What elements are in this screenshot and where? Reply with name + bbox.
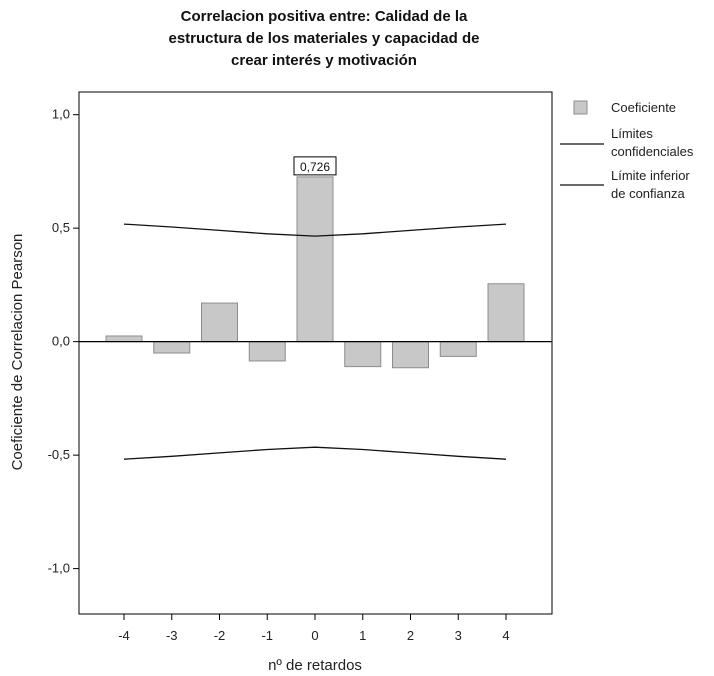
legend-label-limites-line-2: confidenciales	[611, 144, 694, 159]
x-tick-label: -3	[166, 628, 178, 643]
data-label: 0,726	[300, 160, 330, 174]
x-tick-label: 3	[455, 628, 462, 643]
x-tick-label: -1	[261, 628, 273, 643]
bar--3	[153, 341, 191, 354]
bar-2	[392, 341, 429, 369]
legend-label-limite-inferior-line-2: de confianza	[611, 186, 685, 201]
bar-1	[344, 341, 382, 368]
x-tick-label: 0	[311, 628, 318, 643]
bar-3	[439, 341, 477, 357]
x-tick-label: 2	[407, 628, 414, 643]
data-annotation: 0,726	[293, 156, 337, 176]
y-tick-label: -1,0	[48, 561, 70, 576]
chart-title: Correlacion positiva entre: Calidad de l…	[169, 8, 480, 69]
x-tick-label: -2	[214, 628, 226, 643]
x-axis-label: nº de retardos	[268, 657, 362, 674]
y-tick-label: 1,0	[52, 107, 70, 122]
legend-label-limites-line-1: Límites	[611, 126, 653, 141]
x-axis: -4 -3 -2 -1 0 1 2 3 4	[118, 614, 510, 643]
bar--4	[105, 335, 143, 343]
y-tick-label: 0,5	[52, 220, 70, 235]
bars	[105, 176, 525, 369]
legend-label-limite-inferior-line-1: Límite inferior	[611, 168, 690, 183]
bar-4	[487, 283, 525, 343]
legend-swatch-coeficiente	[573, 100, 588, 115]
x-tick-label: -4	[118, 628, 130, 643]
y-axis: 1,0 0,5 0,0 -0,5 -1,0	[48, 107, 79, 576]
bar--2	[201, 302, 238, 343]
y-tick-label: 0,0	[52, 334, 70, 349]
legend-label-coeficiente: Coeficiente	[611, 100, 676, 115]
y-tick-label: -0,5	[48, 447, 70, 462]
bar-0	[296, 176, 334, 343]
y-axis-label: Coeficiente de Correlacion Pearson	[9, 234, 26, 471]
chart-title-line-1: Correlacion positiva entre: Calidad de l…	[181, 8, 468, 25]
upper-confidence-line	[123, 223, 507, 237]
lower-confidence-line	[123, 446, 507, 460]
legend: Coeficiente Límites confidenciales Límit…	[560, 100, 694, 201]
x-tick-label: 1	[359, 628, 366, 643]
chart-title-line-2: estructura de los materiales y capacidad…	[169, 30, 480, 47]
chart-title-line-3: crear interés y motivación	[231, 52, 417, 69]
x-tick-label: 4	[502, 628, 509, 643]
data-label-box	[293, 156, 337, 176]
bar--1	[248, 341, 286, 362]
